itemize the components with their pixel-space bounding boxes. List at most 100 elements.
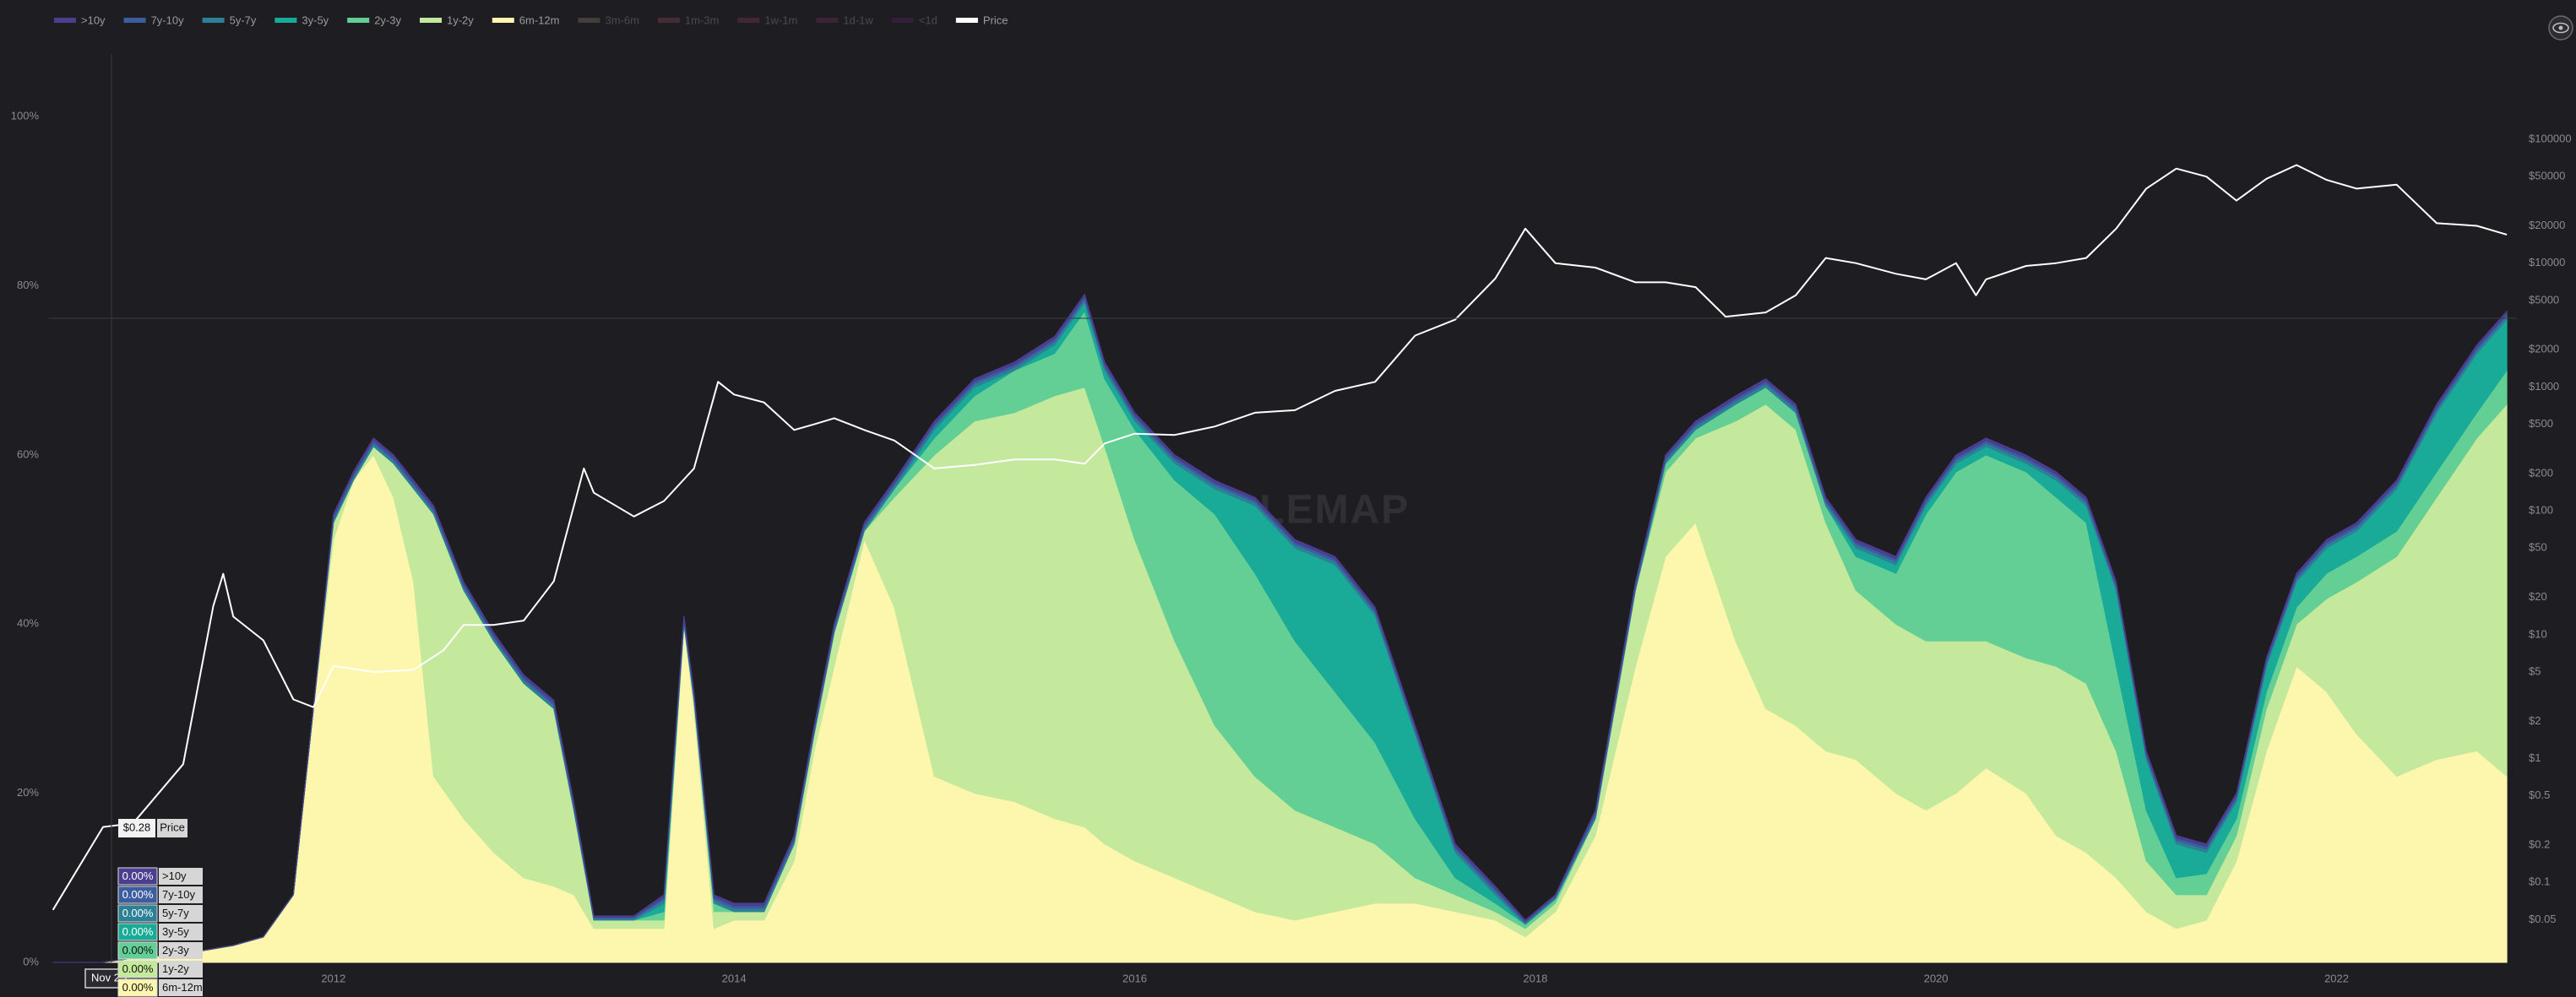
y2-tick-label: $500	[2529, 417, 2553, 430]
y2-tick-label: $1000	[2529, 380, 2559, 393]
legend: >10y 7y-10y 5y-7y 3y-5y 2y-3y 1y-2y 6m-12m 3m-6…	[54, 14, 1008, 26]
tooltip-value: 0.00%	[122, 962, 154, 975]
tooltip-name-box	[159, 905, 203, 922]
tooltip-value-box	[117, 904, 158, 923]
legend-label: 3m-6m	[605, 14, 639, 26]
legend-item[interactable]: 6m-12m	[492, 14, 560, 26]
legend-label: 5y-7y	[230, 14, 257, 26]
y2-tick-label: $200	[2529, 466, 2553, 479]
legend-label: Price	[983, 14, 1008, 26]
legend-label: 6m-12m	[519, 14, 560, 26]
tooltip-name-box	[159, 979, 203, 996]
tooltip-name-box	[159, 961, 203, 978]
tooltip-name: 1y-2y	[162, 962, 189, 975]
tooltip-date-box	[84, 968, 127, 989]
y2-tick-label: $1	[2529, 751, 2541, 764]
tooltip-name: 3y-5y	[162, 925, 189, 938]
y2-tick-label: $0.2	[2529, 838, 2550, 851]
tooltip-value: 0.00%	[122, 870, 154, 882]
eye-pupil	[2558, 25, 2563, 30]
tooltip-value: 0.00%	[122, 981, 154, 994]
y2-tick-label: $50	[2529, 541, 2547, 554]
x-tick-label: 2014	[722, 972, 747, 984]
tooltip-name-box	[159, 868, 203, 885]
tooltip-name-box	[159, 924, 203, 940]
x-tick-label: 2022	[2324, 972, 2349, 984]
legend-label: 1d-1w	[843, 14, 873, 26]
tooltip-price-name-box	[157, 819, 187, 837]
tooltip-value: 0.00%	[122, 944, 154, 956]
area-band	[52, 293, 2508, 963]
legend-item[interactable]: 1w-1m	[737, 14, 797, 26]
x-tick-label: 2016	[1122, 972, 1147, 984]
legend-item[interactable]: 1d-1w	[816, 14, 873, 26]
eye-icon	[2552, 22, 2569, 34]
tooltip-value-box	[117, 978, 158, 997]
tooltip-name: 2y-3y	[162, 944, 189, 956]
y2-tick-label: $100	[2529, 504, 2553, 517]
y-tick-label: 20%	[17, 786, 39, 799]
y2-tick-label: $0.5	[2529, 788, 2550, 801]
x-tick-label: 2020	[1924, 972, 1948, 984]
legend-label: 3y-5y	[302, 14, 329, 26]
tooltip-price-name: Price	[160, 821, 185, 833]
legend-item[interactable]: 3m-6m	[578, 14, 639, 26]
y2-tick-label: $2000	[2529, 343, 2559, 355]
x-tick-label: 2018	[1523, 972, 1547, 984]
plot-area	[52, 164, 2508, 963]
y2-tick-label: $5	[2529, 664, 2541, 677]
y2-tick-label: $50000	[2529, 170, 2565, 182]
legend-label: 1y-2y	[447, 14, 474, 26]
tooltip-value-box	[117, 960, 158, 978]
y2-tick-label: $20000	[2529, 219, 2565, 231]
legend-item[interactable]: 3y-5y	[274, 14, 329, 26]
tooltip-name-box	[159, 886, 203, 903]
y-tick-label: 0%	[23, 955, 39, 967]
y2-tick-label: $0.1	[2529, 875, 2550, 888]
x-tick-label: 2012	[321, 972, 345, 984]
legend-label: 2y-3y	[374, 14, 401, 26]
y2-tick-label: $10000	[2529, 256, 2565, 268]
tooltip: $0.28 Price Nov 2 0.00% >10y 0.00% 7y-10y 0.…	[84, 819, 203, 997]
y2-tick-label: $5000	[2529, 293, 2559, 306]
price-line	[52, 164, 2508, 911]
tooltip-value: 0.00%	[122, 925, 154, 938]
legend-item[interactable]: 7y-10y	[123, 14, 185, 26]
legend-item[interactable]: 1y-2y	[419, 14, 474, 26]
legend-item[interactable]: 1m-3m	[657, 14, 719, 26]
tooltip-value: 0.00%	[122, 888, 154, 901]
tooltip-value-box	[117, 886, 158, 904]
legend-label: 1w-1m	[764, 14, 797, 26]
tooltip-name: 5y-7y	[162, 907, 189, 919]
y2-tick-label: $100000	[2529, 132, 2572, 144]
y2-tick-label: $10	[2529, 627, 2547, 640]
y2-tick-label: $20	[2529, 590, 2547, 603]
tooltip-value-box	[117, 923, 158, 941]
tooltip-name: 7y-10y	[162, 888, 196, 901]
legend-item[interactable]: 5y-7y	[202, 14, 257, 26]
tooltip-name-box	[159, 942, 203, 959]
tooltip-date: Nov 2	[91, 971, 120, 983]
legend-item[interactable]: >10y	[54, 14, 106, 26]
tooltip-name: >10y	[162, 870, 187, 882]
tooltip-value: 0.00%	[122, 907, 154, 919]
tooltip-price: $0.28	[123, 821, 151, 833]
tooltip-price-box	[118, 819, 155, 837]
y-tick-label: 40%	[17, 617, 39, 630]
legend-label: <1d	[919, 14, 937, 26]
legend-item[interactable]: Price	[955, 14, 1008, 26]
y-tick-label: 100%	[11, 110, 40, 122]
legend-item[interactable]: <1d	[891, 14, 937, 26]
y2-tick-label: $0.05	[2529, 913, 2557, 925]
eye-toggle[interactable]	[2548, 15, 2573, 41]
legend-label: >10y	[81, 14, 106, 26]
y2-tick-label: $2	[2529, 714, 2541, 727]
tooltip-value-box	[117, 867, 158, 886]
y-tick-label: 80%	[17, 279, 39, 291]
legend-label: 1m-3m	[685, 14, 719, 26]
tooltip-name: 6m-12m	[162, 981, 203, 994]
legend-label: 7y-10y	[151, 14, 185, 26]
legend-item[interactable]: 2y-3y	[347, 14, 401, 26]
y-tick-label: 60%	[17, 447, 39, 460]
